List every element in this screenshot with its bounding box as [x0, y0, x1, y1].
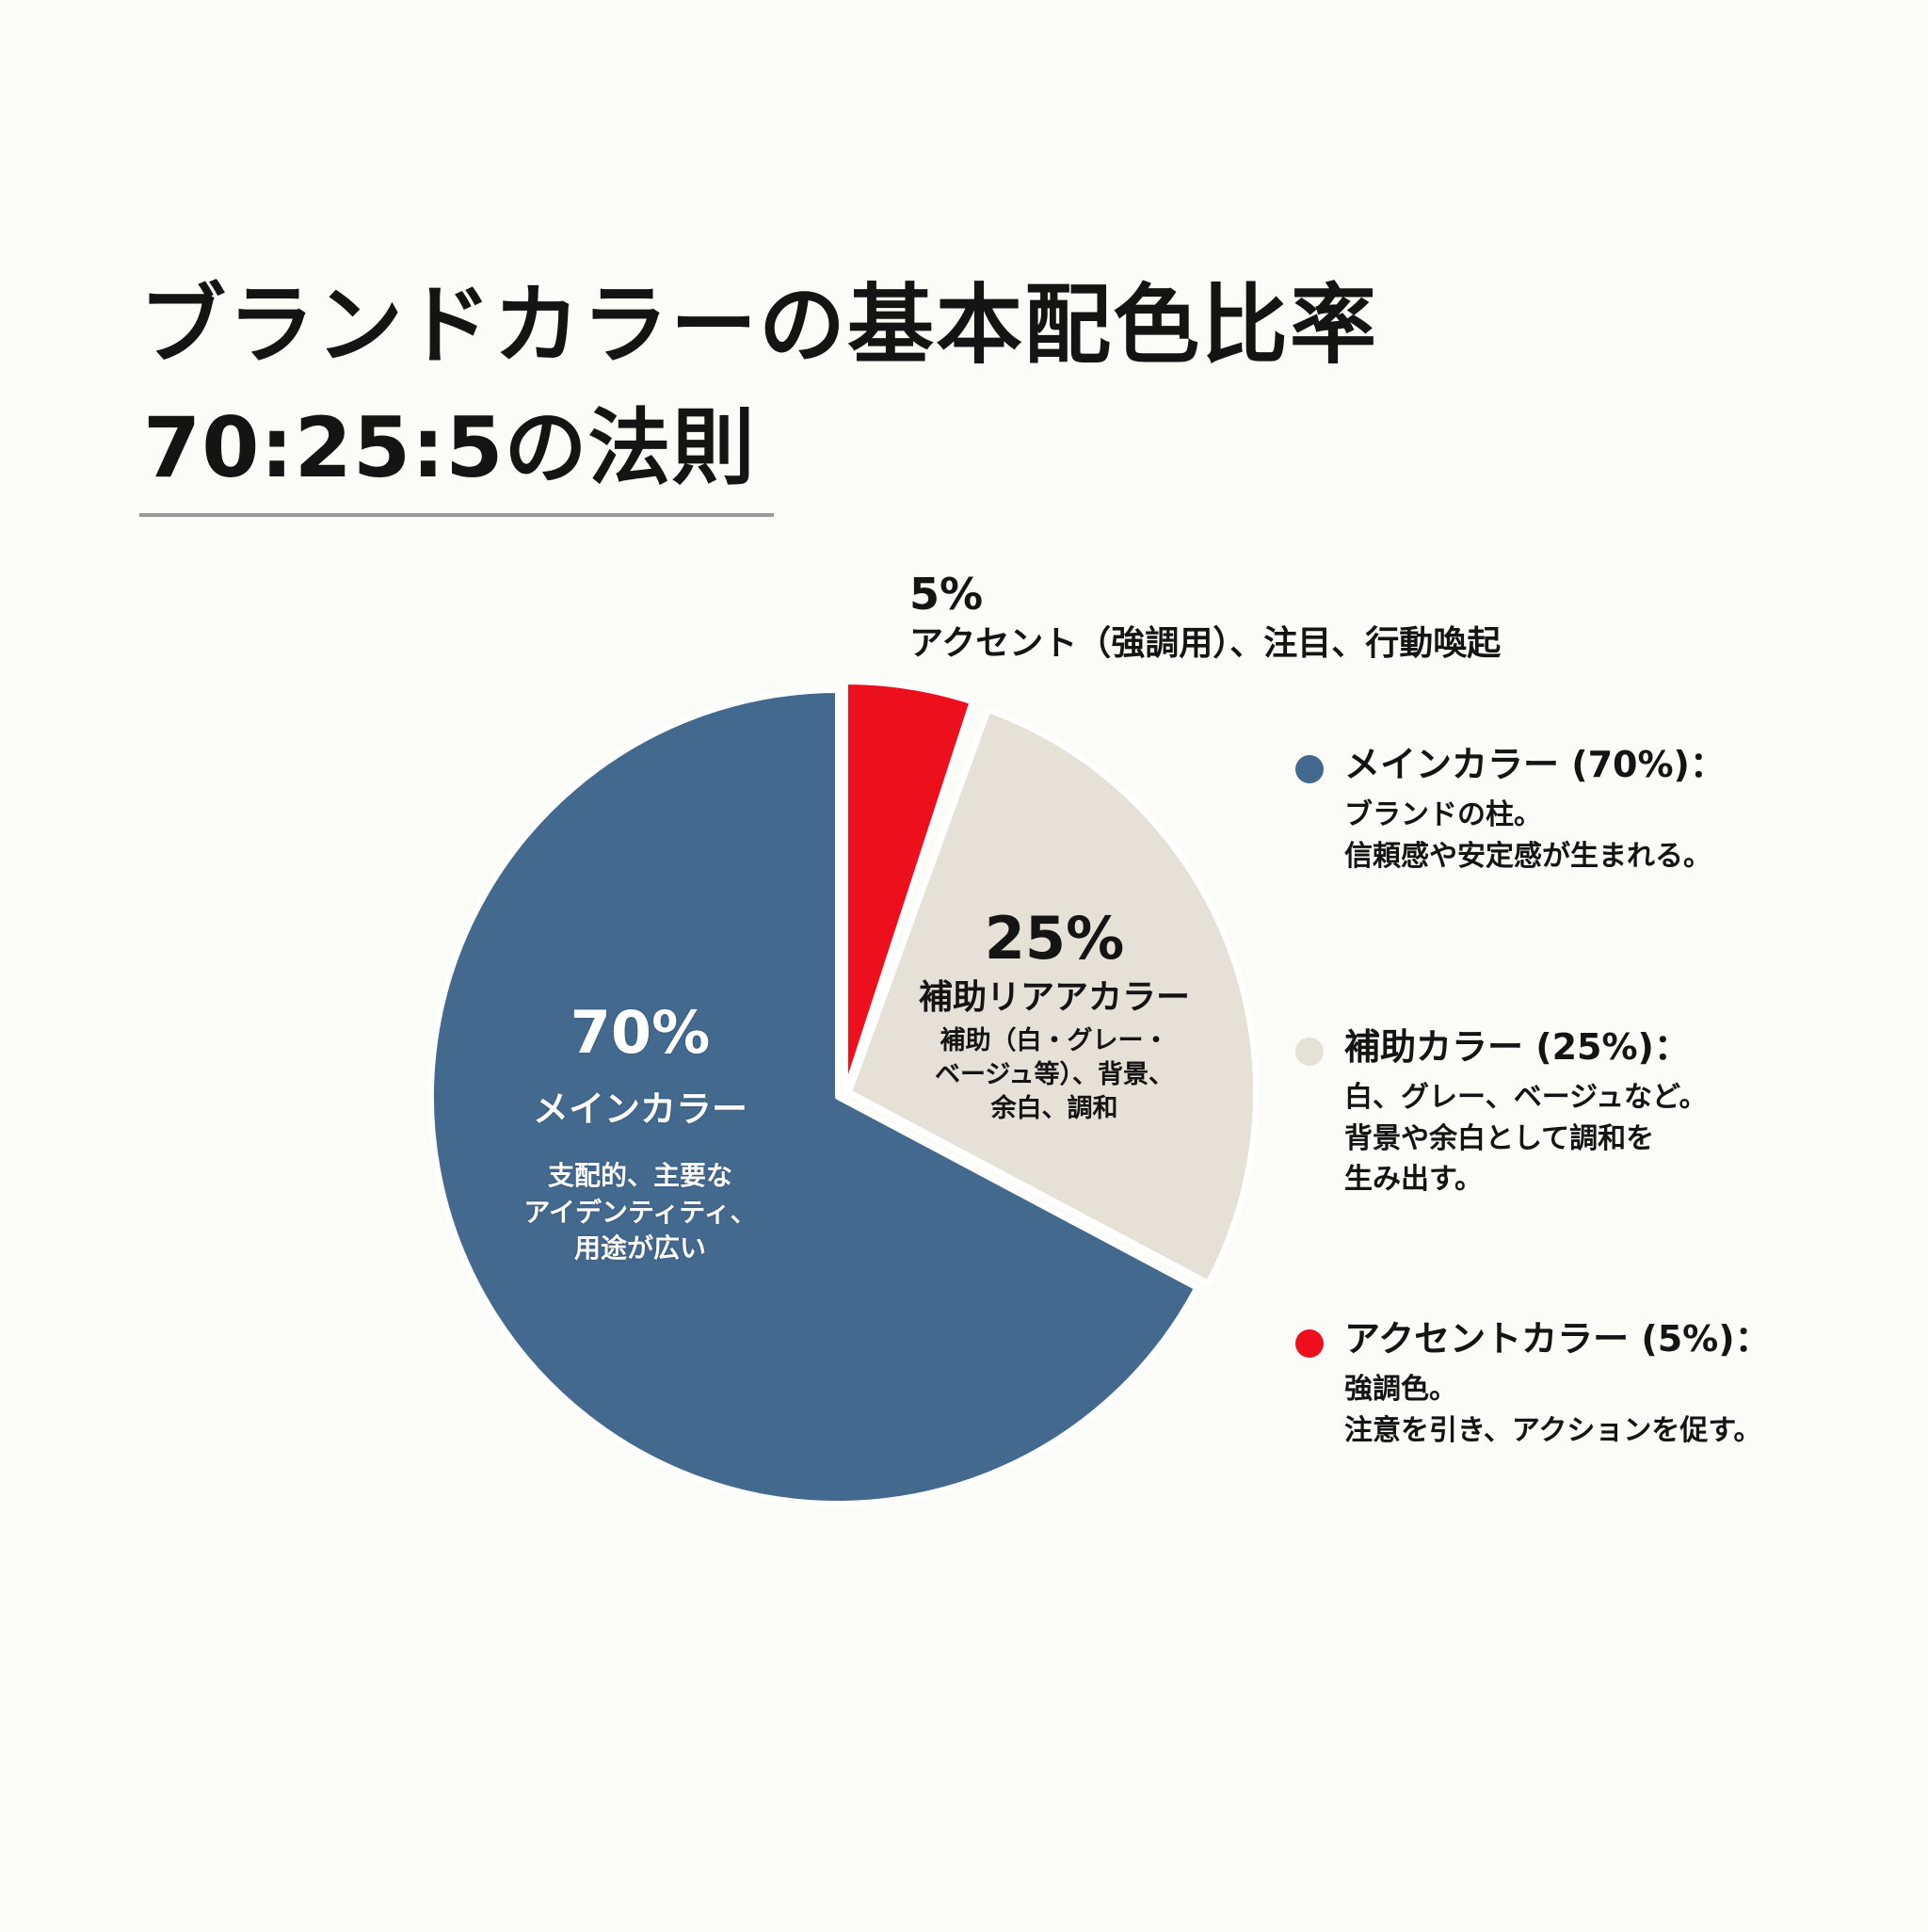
title-divider — [139, 513, 774, 517]
main-desc-line: アイデンティティ、 — [523, 1196, 757, 1228]
legend-dot-accent-icon — [1295, 1329, 1324, 1358]
sub-desc-line: 補助（白・グレー・ — [940, 1025, 1169, 1055]
main-desc-line: 用途が広い — [573, 1232, 706, 1264]
sub-percent: 25% — [984, 904, 1125, 973]
title-main: ブランドカラーの基本配色比率 — [139, 275, 1379, 376]
pie-slice-sub — [846, 707, 1259, 1286]
legend-title: 補助カラー (25%)： — [1344, 1026, 1690, 1068]
legend-dot-sub-icon — [1295, 1038, 1324, 1066]
main-name: メインカラー — [532, 1088, 747, 1131]
accent-name: アクセント（強調用）、注目、行動喚起 — [909, 623, 1502, 663]
sub-name: 補助リアアカラー — [918, 978, 1190, 1018]
sub-desc-line: ベージュ等）、背景、 — [934, 1060, 1175, 1090]
legend-title: アクセントカラー (5%)： — [1344, 1318, 1771, 1360]
main-desc: 支配的、主要な アイデンティティ、 用途が広い — [471, 1158, 810, 1267]
main-percent: 70% — [570, 998, 711, 1067]
main-desc-line: 支配的、主要な — [547, 1159, 732, 1191]
legend-dot-main-icon — [1295, 755, 1324, 783]
legend-title: メインカラー (70%)： — [1344, 744, 1726, 785]
sub-desc-line: 余白、調和 — [990, 1094, 1118, 1124]
title-rule: 70:25:5の法則 — [143, 399, 756, 496]
pie-label-main: 70% メインカラー 支配的、主要な アイデンティティ、 用途が広い — [471, 998, 810, 1267]
sub-desc: 補助（白・グレー・ ベージュ等）、背景、 余白、調和 — [885, 1024, 1224, 1127]
pie-slice-accent — [843, 678, 975, 1095]
legend-desc: 白、グレー、ベージュなど。 背景や余白として調和を 生み出す。 — [1344, 1081, 1708, 1196]
accent-percent: 5% — [909, 569, 984, 620]
pie-slice-main — [428, 687, 1200, 1506]
pie-label-accent: 5% アクセント（強調用）、注目、行動喚起 — [909, 571, 1501, 666]
legend-desc: 強調色。 注意を引き、アクションを促す。 — [1344, 1373, 1762, 1447]
pie-label-sub: 25% 補助リアアカラー 補助（白・グレー・ ベージュ等）、背景、 余白、調和 — [885, 904, 1224, 1127]
legend-desc: ブランドの柱。 信頼感や安定感が生まれる。 — [1344, 798, 1711, 873]
